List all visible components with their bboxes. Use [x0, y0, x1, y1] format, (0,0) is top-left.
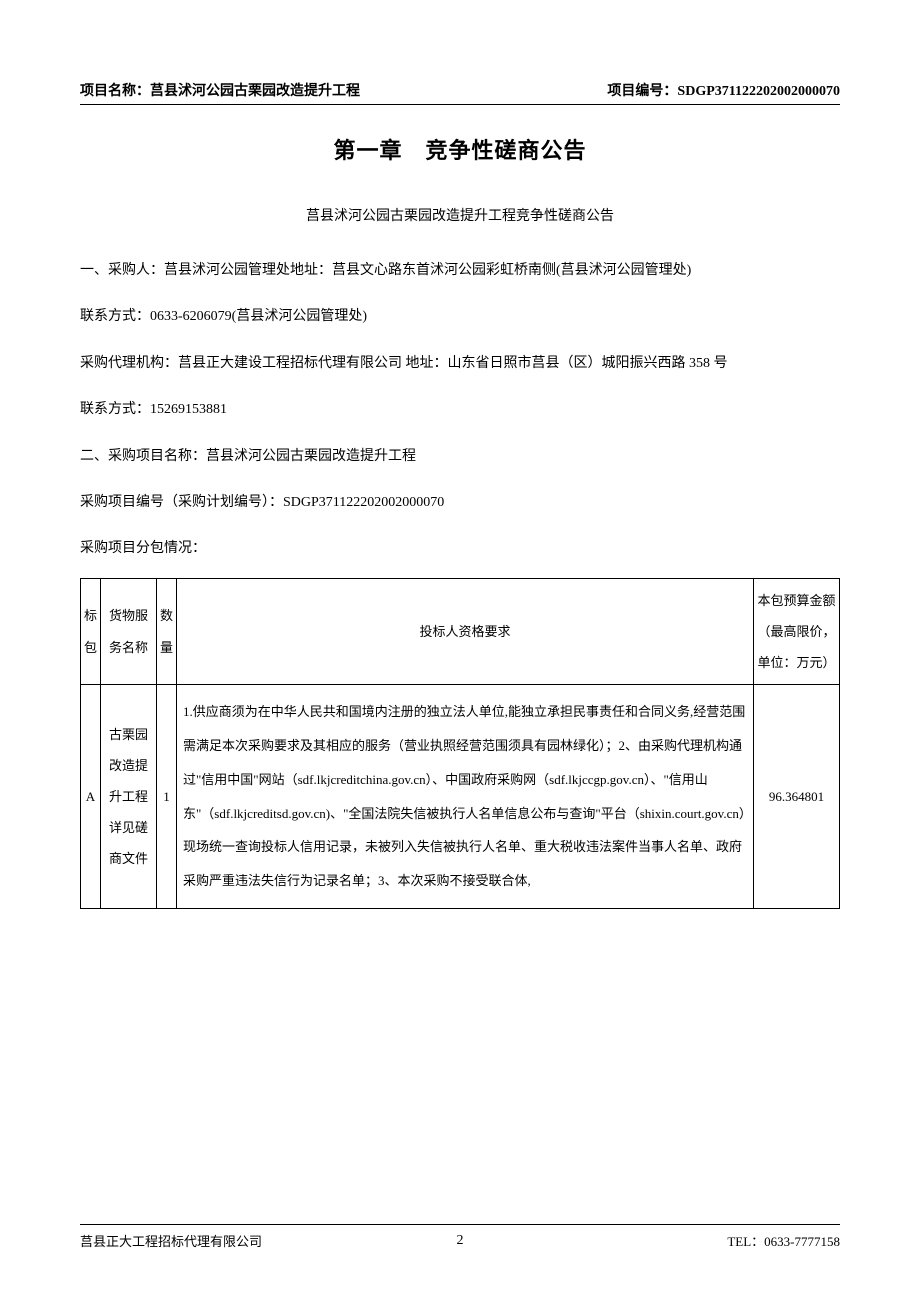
- table-row: A 古栗园改造提升工程 详见磋商文件 1 1.供应商须为在中华人民共和国境内注册…: [81, 685, 840, 909]
- cell-package: A: [81, 685, 101, 909]
- col-header-budget: 本包预算金额（最高限价，单位：万元）: [754, 578, 840, 685]
- paragraph-contact-1: 联系方式：0633-6206079(莒县沭河公园管理处): [80, 299, 840, 335]
- project-name-label: 项目名称：: [80, 84, 150, 99]
- footer-tel-label: TEL：: [727, 1234, 764, 1249]
- cell-goods: 古栗园改造提升工程 详见磋商文件: [101, 685, 157, 909]
- col-header-requirements: 投标人资格要求: [177, 578, 754, 685]
- col-header-qty: 数量: [157, 578, 177, 685]
- cell-qty: 1: [157, 685, 177, 909]
- header-left: 项目名称：莒县沭河公园古栗园改造提升工程: [80, 80, 360, 100]
- project-code-label: 项目编号：: [607, 84, 677, 99]
- cell-budget: 96.364801: [754, 685, 840, 909]
- project-code: SDGP371122202002000070: [677, 84, 840, 99]
- footer-tel-number: 0633-7777158: [764, 1234, 840, 1249]
- table-header-row: 标包 货物服务名称 数量 投标人资格要求 本包预算金额（最高限价，单位：万元）: [81, 578, 840, 685]
- header-right: 项目编号：SDGP371122202002000070: [607, 80, 840, 100]
- footer-company: 莒县正大工程招标代理有限公司: [80, 1231, 262, 1250]
- subpackage-table-wrap: 标包 货物服务名称 数量 投标人资格要求 本包预算金额（最高限价，单位：万元） …: [80, 578, 840, 909]
- chapter-title: 第一章 竞争性磋商公告: [80, 133, 840, 165]
- paragraph-agency: 采购代理机构：莒县正大建设工程招标代理有限公司 地址：山东省日照市莒县（区）城阳…: [80, 346, 840, 382]
- paragraph-contact-2: 联系方式：15269153881: [80, 392, 840, 428]
- page-header: 项目名称：莒县沭河公园古栗园改造提升工程 项目编号：SDGP3711222020…: [80, 80, 840, 105]
- subpackage-table: 标包 货物服务名称 数量 投标人资格要求 本包预算金额（最高限价，单位：万元） …: [80, 578, 840, 909]
- paragraph-purchaser: 一、采购人：莒县沭河公园管理处地址：莒县文心路东首沭河公园彩虹桥南侧(莒县沭河公…: [80, 253, 840, 289]
- paragraph-project-name: 二、采购项目名称：莒县沭河公园古栗园改造提升工程: [80, 439, 840, 475]
- project-name: 莒县沭河公园古栗园改造提升工程: [150, 84, 360, 99]
- announcement-subtitle: 莒县沭河公园古栗园改造提升工程竞争性磋商公告: [80, 205, 840, 225]
- paragraph-project-code: 采购项目编号（采购计划编号）：SDGP371122202002000070: [80, 485, 840, 521]
- footer-tel: TEL：0633-7777158: [727, 1231, 840, 1250]
- cell-requirements: 1.供应商须为在中华人民共和国境内注册的独立法人单位,能独立承担民事责任和合同义…: [177, 685, 754, 909]
- paragraph-subpackage-intro: 采购项目分包情况：: [80, 531, 840, 567]
- page-footer: 莒县正大工程招标代理有限公司 2 TEL：0633-7777158: [80, 1224, 840, 1250]
- col-header-goods: 货物服务名称: [101, 578, 157, 685]
- footer-page-number: 2: [457, 1233, 464, 1249]
- col-header-package: 标包: [81, 578, 101, 685]
